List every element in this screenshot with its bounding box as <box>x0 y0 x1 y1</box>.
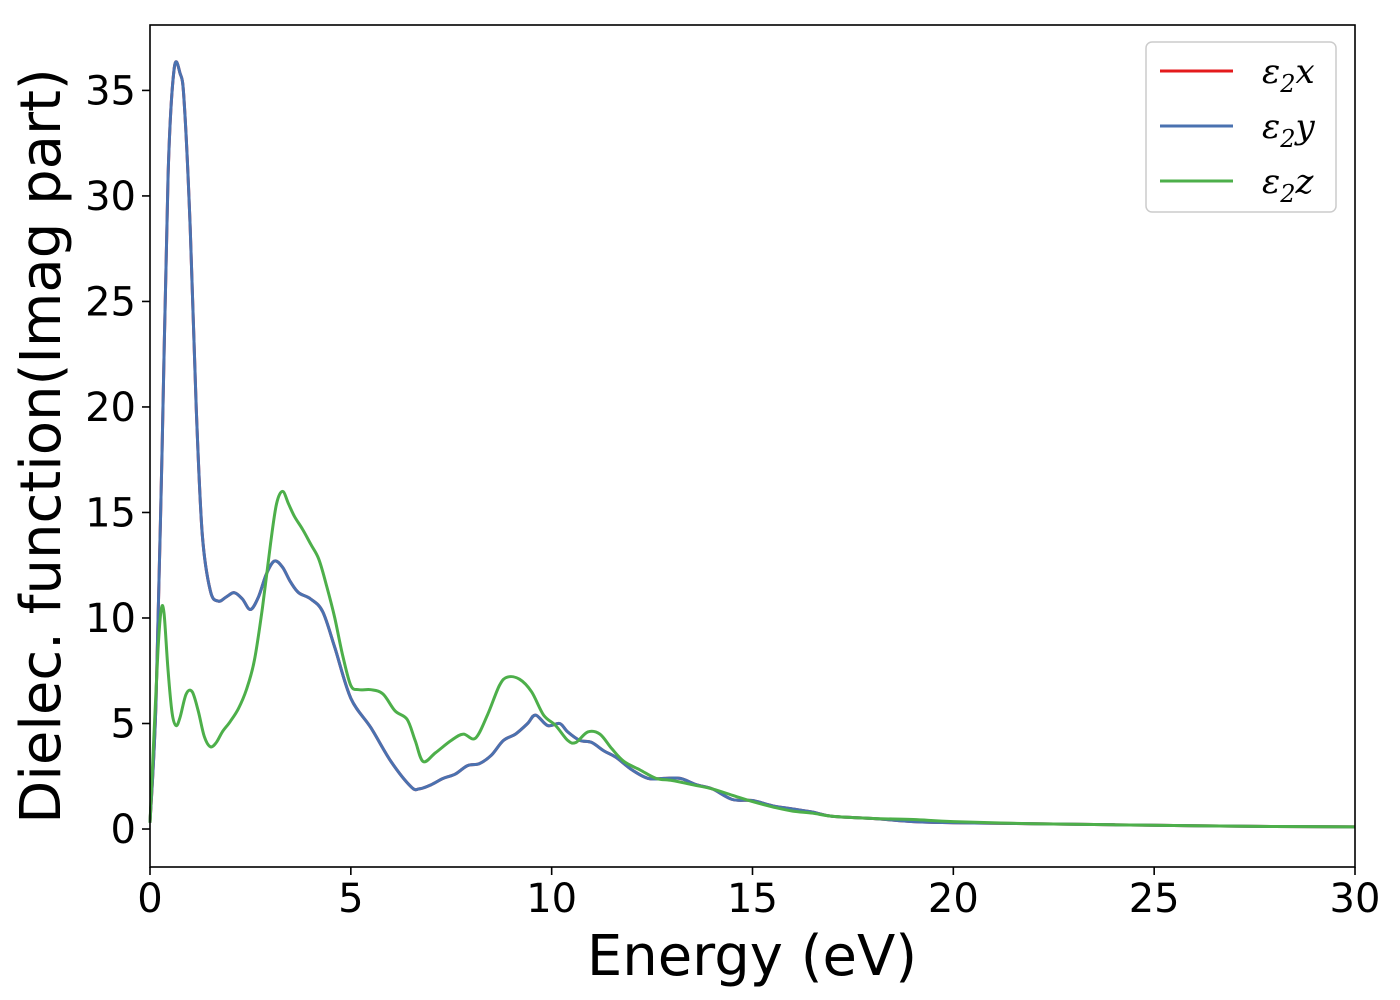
legend-label-x: ε2x <box>1262 52 1315 98</box>
legend-label-z: ε2z <box>1262 162 1315 208</box>
series-layer <box>148 60 1356 829</box>
legend: ε2x ε2y ε2z <box>1145 41 1337 213</box>
y-axis-ticks: 0 5 10 15 20 25 30 35 <box>85 68 150 853</box>
y-axis-title: Dielec. function(Imag part) <box>9 68 74 824</box>
x-tick-label: 0 <box>137 876 162 922</box>
legend-label-y: ε2y <box>1262 107 1316 153</box>
x-tick-label: 10 <box>526 876 577 922</box>
x-tick-label: 20 <box>928 876 979 922</box>
x-tick-label: 5 <box>338 876 363 922</box>
x-tick-label: 15 <box>727 876 778 922</box>
y-tick-label: 35 <box>85 68 136 114</box>
x-tick-label: 30 <box>1330 876 1381 922</box>
y-tick-label: 25 <box>85 279 136 325</box>
y-tick-label: 10 <box>85 596 136 642</box>
x-tick-label: 25 <box>1129 876 1180 922</box>
y-tick-label: 15 <box>85 490 136 536</box>
y-tick-label: 5 <box>111 702 136 748</box>
y-tick-label: 0 <box>111 807 136 853</box>
x-axis-ticks: 0 5 10 15 20 25 30 <box>137 867 1380 922</box>
x-axis-title: Energy (eV) <box>587 924 917 989</box>
legend-box <box>1145 41 1337 213</box>
y-tick-label: 30 <box>85 174 136 220</box>
series-line-z <box>148 489 1356 829</box>
y-tick-label: 20 <box>85 385 136 431</box>
